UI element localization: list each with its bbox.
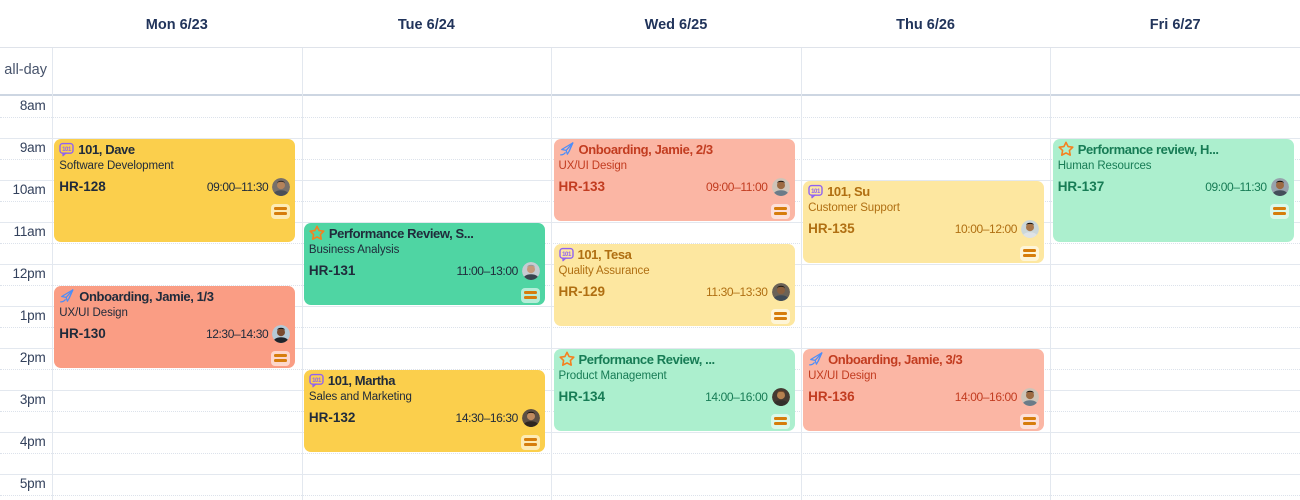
svg-text:101: 101 xyxy=(62,146,72,152)
svg-text:101: 101 xyxy=(312,377,322,383)
svg-text:101: 101 xyxy=(811,188,821,194)
svg-text:101: 101 xyxy=(562,251,572,257)
